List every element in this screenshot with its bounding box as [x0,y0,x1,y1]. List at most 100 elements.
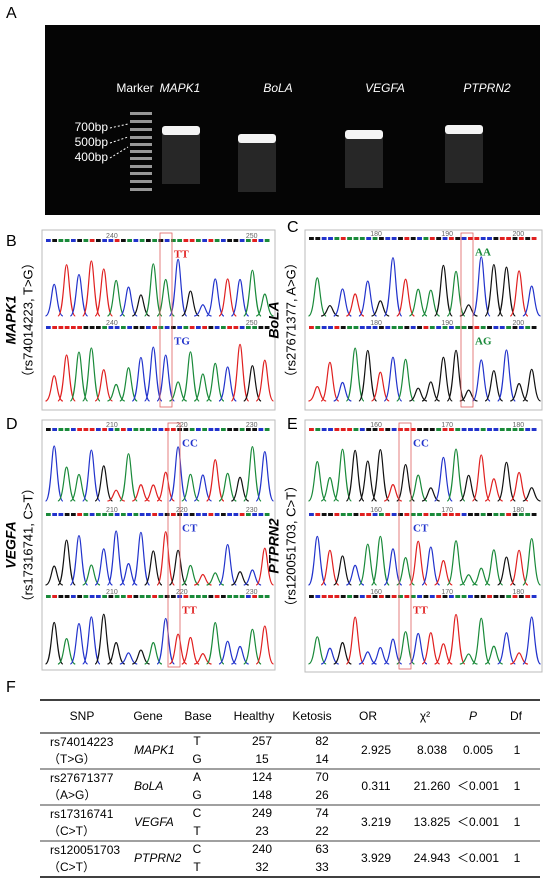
base-call [448,595,454,598]
base-call [429,428,435,431]
base-call [385,326,391,329]
base-call [398,428,403,431]
base-call [512,513,518,516]
odds-ratio: 3.929 [361,851,391,865]
base-call [461,513,467,516]
trace-peak [510,383,529,402]
smear [345,138,383,188]
base-call [429,513,435,516]
trace-peak [44,621,64,665]
base-call [423,513,429,516]
genotype-label: CT [182,523,198,535]
position-number: 180 [512,507,524,514]
base-call [493,237,499,240]
base-call [108,595,114,598]
base-call [328,595,333,598]
trace-peak [156,471,175,502]
panel-label: D [6,416,18,433]
position-number: 230 [246,589,258,596]
base-call [71,595,76,598]
snp-id: （rs74014223, T>G） [20,256,35,383]
base-call [423,595,429,598]
trace-peak [181,564,200,586]
base-call [158,428,164,431]
ladder-band [130,180,152,183]
trace-peak [371,300,390,317]
trace-peak [194,573,212,586]
table-header: P [469,709,477,723]
trace-peak [57,638,76,665]
trace-peak [168,258,188,317]
base-call [52,513,57,516]
base-call [512,428,518,431]
trace-peak [320,361,340,402]
ladder-band [130,157,152,160]
trace-peak [45,375,64,402]
base-call [114,239,120,242]
trace-peak [94,369,113,402]
base-call [64,326,70,329]
trace-peak [169,633,188,665]
trace-peak [255,547,275,586]
side-label: BoLA （rs27671377, A>G） [266,256,299,384]
base-call [121,513,126,516]
ketosis-count: 82 [315,734,329,748]
trace-peak [497,349,516,402]
table-header: Healthy [234,709,275,723]
position-number: 250 [246,233,258,240]
base-call [58,326,64,329]
trace-peak [94,268,114,317]
base-call [158,595,164,598]
base-call [221,239,226,242]
base-call [493,595,499,598]
base-call [474,513,480,516]
ladder-band [130,165,152,168]
trace-peak [255,625,275,665]
base-call [71,326,76,329]
trace-peak [408,540,428,586]
base-call [71,513,76,516]
base-call [391,326,397,329]
base-call [531,428,537,431]
base-call [455,595,461,598]
base-call [468,428,473,431]
base-call [410,326,416,329]
trace-peak [94,548,114,586]
base-call [52,595,57,598]
base-call [164,595,170,598]
base-call [423,237,429,240]
trace-peak [421,381,440,402]
base-call [404,595,410,598]
base-call [359,237,365,240]
base-call [58,513,64,516]
base-call [227,326,232,329]
base-call [108,428,114,431]
base-call [366,513,372,516]
trace-peak [307,535,327,586]
base-call [239,513,245,516]
base-call [525,513,531,516]
trace-peak [333,641,352,665]
base-call [77,326,82,329]
base-call [189,239,195,242]
base-call [146,595,151,598]
base-call [246,326,251,329]
trace-peak [82,449,101,502]
base-call [164,513,170,516]
base-call [487,237,492,240]
snp-id: rs74014223 [50,735,114,749]
trace-peak [370,449,390,502]
base-call [347,595,353,598]
base-call [334,237,340,240]
base-call [340,326,346,329]
base-call [96,428,101,431]
position-number: 210 [106,422,118,429]
base-call [202,326,207,329]
trace-peak [57,354,76,402]
position-number: 170 [441,422,453,429]
trace-peak [396,556,415,586]
base-call [385,428,391,431]
base-call [102,513,107,516]
chi-square: 21.260 [414,779,451,793]
base-call [214,326,220,329]
